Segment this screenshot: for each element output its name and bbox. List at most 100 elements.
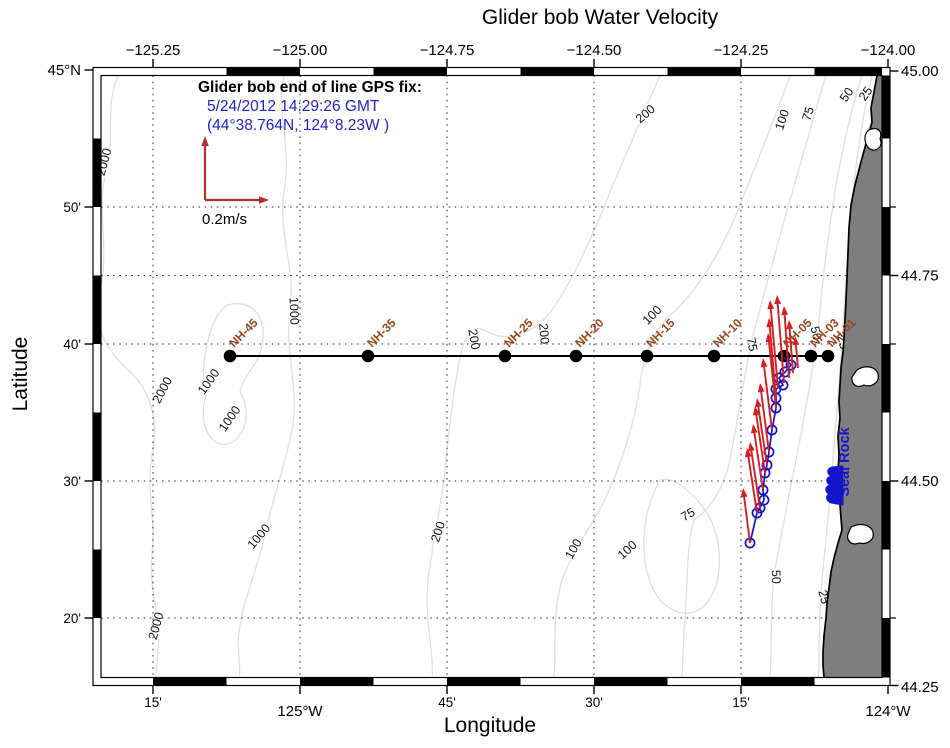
velocity-arrow-head — [792, 336, 800, 346]
tick-label-right: 45.00 — [901, 63, 939, 80]
velocity-arrow — [742, 494, 751, 544]
contour-label-75: 75 — [799, 105, 817, 123]
velocity-arrow-head — [744, 448, 752, 458]
bathymetry-contour — [769, 75, 863, 678]
contour-label-100: 100 — [772, 108, 792, 132]
station-label-NH-35: NH-35 — [364, 315, 399, 350]
frame-segment — [93, 549, 101, 618]
velocity-arrow — [769, 306, 779, 389]
contour-label-200: 200 — [633, 102, 658, 126]
station-label-NH-25: NH-25 — [501, 315, 536, 350]
tick-label-bottom: 124°W — [865, 703, 911, 720]
station-dot-NH-10 — [707, 349, 721, 363]
frame-segment — [882, 618, 890, 678]
frame-inner — [100, 74, 883, 679]
velocity-arrow-head — [760, 358, 768, 368]
layer-contours — [97, 75, 873, 678]
velocity-arrow — [750, 448, 761, 509]
contour-label-200: 200 — [428, 520, 448, 544]
contour-label-2000: 2000 — [150, 375, 175, 406]
frame-segment — [373, 67, 447, 76]
frame-segment — [93, 275, 101, 344]
velocity-arrow-head — [774, 295, 782, 305]
gps-fix-datetime: 5/24/2012 14:29:26 GMT — [207, 98, 380, 115]
velocity-arrow — [776, 301, 785, 384]
frame-segment — [93, 138, 101, 207]
velocity-arrow — [794, 342, 799, 369]
tick-label-left: 20' — [63, 611, 81, 626]
station-dot-NH-03 — [804, 349, 818, 363]
tick-label-bottom: 125°W — [277, 703, 323, 720]
station-label-NH-10: NH-10 — [710, 315, 745, 350]
velocity-arrow-head — [767, 300, 775, 310]
contour-label-75: 75 — [678, 505, 697, 524]
bay — [851, 366, 879, 388]
velocity-arrow — [767, 339, 777, 409]
contour-label-200: 200 — [465, 328, 482, 351]
tick-label-bottom: 30' — [585, 695, 603, 710]
gps-fix-annotation: Glider bob end of line GPS fix: 5/24/201… — [198, 78, 422, 135]
tick-label-top: −125.25 — [126, 42, 181, 59]
frame-segment — [93, 412, 101, 481]
tick-label-right: 44.25 — [901, 679, 939, 696]
seal-rock-marker-cluster — [825, 465, 844, 506]
tick-label-top: −124.75 — [420, 42, 475, 59]
velocity-arrow-head — [754, 398, 762, 408]
contour-label-1000: 1000 — [245, 521, 274, 551]
contour-label-200: 200 — [536, 323, 552, 345]
tick-label-left: 40' — [63, 337, 81, 352]
frame-segment — [153, 677, 227, 686]
layer-track — [744, 356, 797, 549]
bathymetry-contour — [97, 75, 160, 678]
layer-arrows — [740, 295, 800, 544]
velocity-arrow-head — [786, 320, 794, 330]
velocity-arrow-head — [757, 383, 765, 393]
bathymetry-contour — [643, 478, 721, 614]
layer-scale: 0.2m/s — [201, 136, 269, 228]
tick-label-top: −124.50 — [567, 42, 622, 59]
contour-label-100: 100 — [615, 538, 640, 562]
bathymetry-contour — [426, 75, 661, 678]
bathymetry-contour — [681, 75, 827, 678]
velocity-arrow-head — [752, 406, 760, 416]
velocity-arrow-head — [740, 488, 748, 498]
tick-label-left: 45°N — [47, 62, 81, 79]
layer-grid — [101, 75, 882, 678]
layer-land: Seal Rock — [822, 75, 882, 678]
tick-label-left: 30' — [63, 474, 81, 489]
frame-segment — [520, 67, 594, 76]
station-dot-NH-20 — [569, 349, 583, 363]
velocity-arrow — [747, 454, 758, 514]
y-axis-label: Latitude — [9, 336, 32, 412]
gps-fix-position: (44°38.764N, 124°8.23W ) — [207, 117, 390, 134]
station-dot-NH-45 — [223, 349, 237, 363]
contour-label-50: 50 — [808, 325, 825, 342]
contour-label-50: 50 — [769, 570, 783, 584]
tick-label-top: −124.25 — [714, 42, 769, 59]
contour-label-50: 50 — [837, 85, 856, 104]
frame-segment — [882, 207, 890, 276]
chart-title: Glider bob Water Velocity — [481, 6, 719, 29]
coastline — [822, 75, 878, 678]
velocity-arrow — [753, 430, 764, 491]
tick-label-bottom: 45' — [438, 695, 456, 710]
frame-band — [93, 67, 101, 686]
tick-label-left: 50' — [63, 200, 81, 215]
tick-label-bottom: 15' — [732, 695, 750, 710]
frame-segment — [882, 344, 890, 413]
scale-arrow-label: 0.2m/s — [202, 211, 247, 228]
tick-label-top: −124.00 — [861, 42, 916, 59]
bathymetry-contour — [817, 75, 873, 678]
gps-fix-header: Glider bob end of line GPS fix: — [198, 79, 422, 96]
velocity-arrow — [762, 364, 773, 431]
scale-arrow-east-head — [259, 196, 269, 204]
velocity-arrow — [768, 324, 777, 399]
bay — [847, 523, 874, 545]
station-dot-NH-35 — [361, 349, 375, 363]
track-waypoint — [779, 366, 791, 378]
bathymetry-contour — [202, 302, 264, 445]
station-dot-NH-15 — [640, 349, 654, 363]
velocity-arrow — [759, 389, 770, 453]
